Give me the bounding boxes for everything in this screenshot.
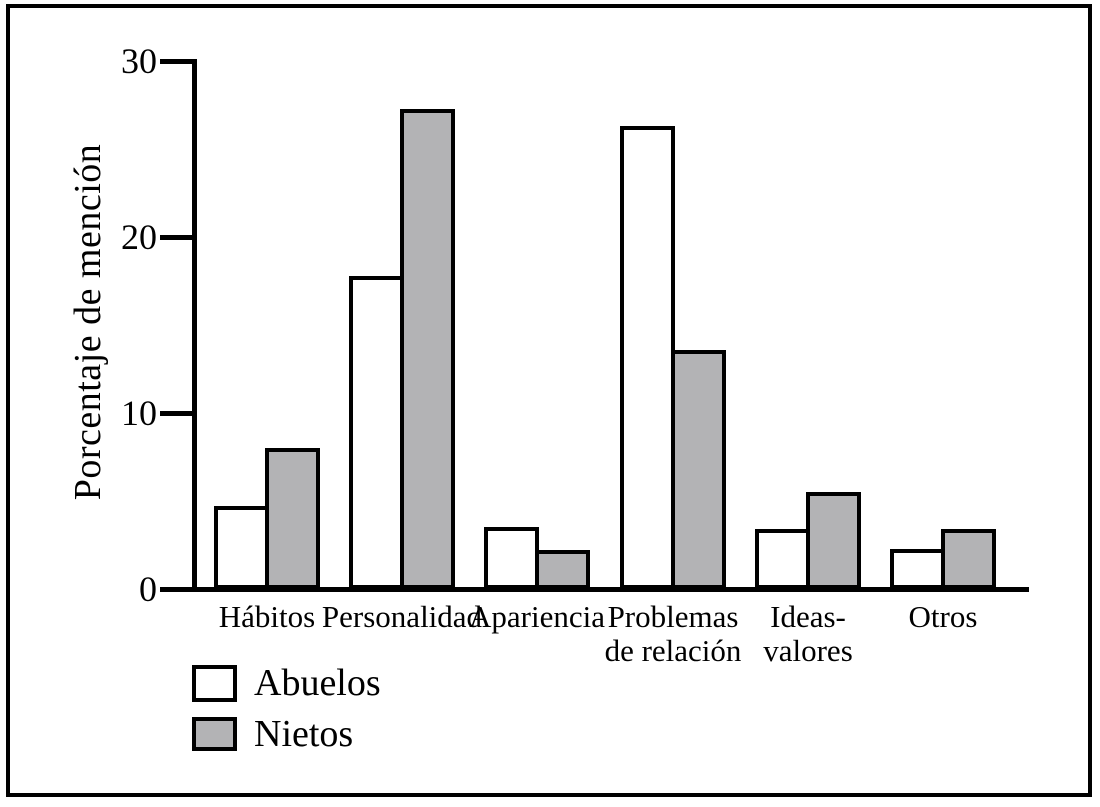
bar-nietos-problemas-de-relacion [671, 350, 726, 589]
legend-swatch-nietos [192, 717, 237, 751]
x-axis-label-personalidad: Personalidad [321, 599, 483, 634]
x-axis-label-habitos: Hábitos [218, 599, 316, 634]
bar-nietos-otros [941, 529, 996, 589]
legend-label-abuelos: Abuelos [254, 662, 381, 704]
x-axis-label-apariencia: Apariencia [469, 599, 605, 634]
bar-abuelos-personalidad [349, 276, 404, 589]
x-axis-label-otros: Otros [908, 599, 978, 634]
bar-nietos-apariencia [535, 550, 590, 589]
x-axis-line [192, 587, 1029, 592]
x-axis-label-problemas-de-relacion: Problemas de relación [604, 599, 742, 668]
y-tick-mark-20 [160, 235, 197, 240]
y-tick-mark-30 [160, 59, 197, 64]
y-tick-label-10: 10 [121, 393, 157, 433]
bar-nietos-ideas-valores [806, 492, 861, 589]
bar-abuelos-problemas-de-relacion [620, 126, 675, 589]
y-tick-label-0: 0 [139, 569, 157, 609]
y-tick-mark-0 [160, 587, 197, 592]
y-tick-mark-10 [160, 411, 197, 416]
bar-abuelos-ideas-valores [755, 529, 810, 589]
y-axis-line [192, 59, 197, 591]
y-tick-label-30: 30 [121, 41, 157, 81]
bar-abuelos-habitos [214, 506, 269, 589]
y-axis-title: Porcentaje de mención [67, 143, 109, 501]
bar-abuelos-apariencia [484, 527, 539, 589]
legend-label-nietos: Nietos [254, 713, 354, 755]
figure-border [6, 4, 1092, 797]
legend-swatch-abuelos [192, 665, 237, 702]
bar-abuelos-otros [890, 549, 945, 589]
y-tick-label-20: 20 [121, 217, 157, 257]
x-axis-label-ideas-valores: Ideas-valores [763, 599, 853, 668]
bar-nietos-habitos [265, 448, 320, 589]
bar-nietos-personalidad [400, 109, 455, 589]
